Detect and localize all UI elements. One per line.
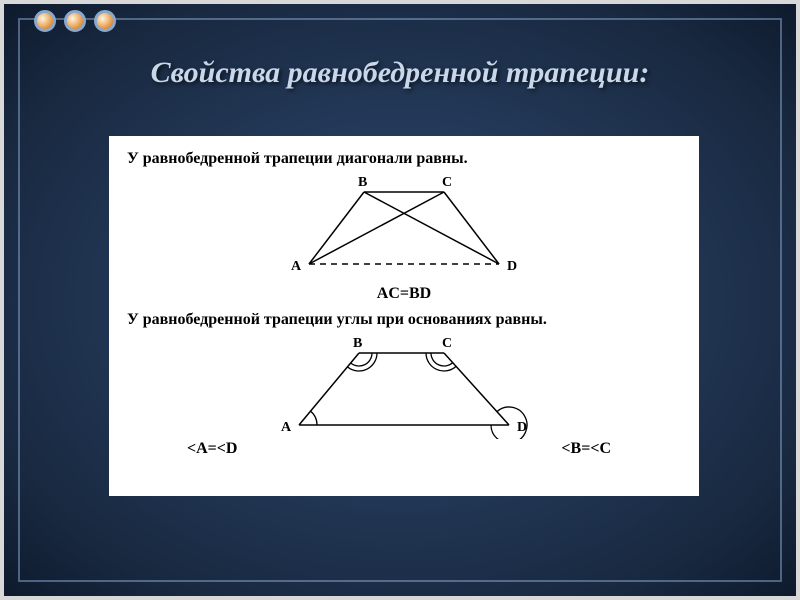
diagram-1: A B C D AC=BD [127, 174, 681, 303]
circle-icon [64, 10, 86, 32]
svg-text:B: B [358, 175, 367, 190]
formula-2a: <A=<D [187, 440, 237, 458]
trapezoid-1-svg: A B C D [269, 174, 539, 278]
circle-icon [94, 10, 116, 32]
svg-text:D: D [517, 420, 527, 435]
svg-text:A: A [291, 259, 302, 274]
decorative-circles [34, 10, 116, 32]
slide: Свойства равнобедренной трапеции: У равн… [0, 0, 800, 600]
formula-2b: <B=<C [561, 440, 611, 458]
diagram-2: A B C D [127, 335, 681, 444]
statement-2: У равнобедренной трапеции углы при основ… [127, 311, 681, 329]
content-panel: У равнобедренной трапеции диагонали равн… [109, 136, 699, 496]
svg-text:B: B [353, 336, 362, 351]
statement-1: У равнобедренной трапеции диагонали равн… [127, 150, 681, 168]
svg-text:C: C [442, 175, 452, 190]
svg-text:D: D [507, 259, 517, 274]
svg-text:A: A [281, 420, 292, 435]
formula-1: AC=BD [127, 285, 681, 303]
svg-text:C: C [442, 336, 452, 351]
circle-icon [34, 10, 56, 32]
slide-title: Свойства равнобедренной трапеции: [4, 56, 796, 90]
trapezoid-2-svg: A B C D [259, 335, 549, 439]
